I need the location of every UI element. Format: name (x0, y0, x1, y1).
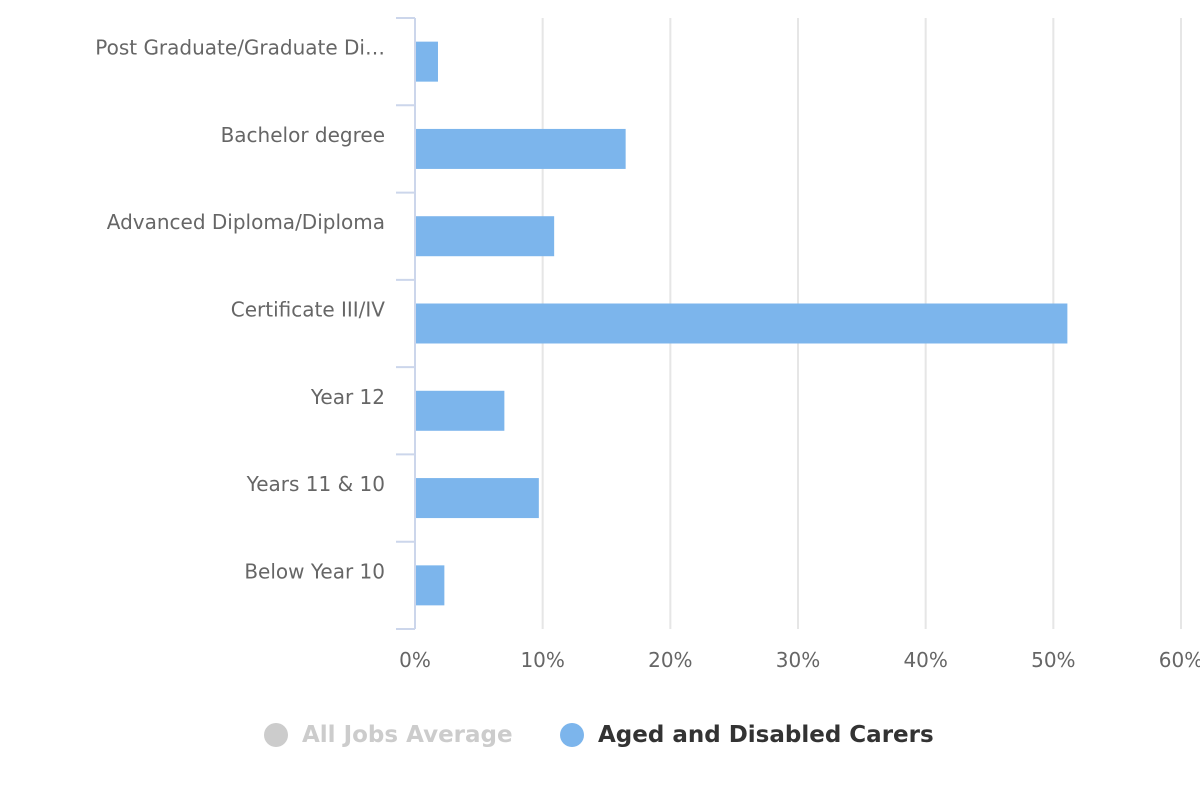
bar-series (416, 41, 1068, 606)
bar[interactable] (416, 128, 626, 169)
bar[interactable] (416, 303, 1068, 344)
category-label: Year 12 (310, 385, 385, 409)
category-label: Post Graduate/Graduate Di… (95, 36, 385, 60)
bar[interactable] (416, 390, 505, 431)
legend: All Jobs Average Aged and Disabled Carer… (0, 712, 1200, 758)
category-label: Below Year 10 (244, 559, 385, 583)
x-tick-label: 0% (399, 648, 431, 672)
category-label: Years 11 & 10 (246, 472, 385, 496)
legend-item-all-jobs-average[interactable]: All Jobs Average (264, 712, 513, 758)
legend-marker (264, 723, 288, 747)
category-label: Advanced Diploma/Diploma (107, 210, 385, 234)
legend-label: All Jobs Average (302, 722, 513, 748)
bar-chart: Post Graduate/Graduate Di… Bachelor degre… (95, 17, 1200, 672)
bar[interactable] (416, 478, 539, 519)
x-tick-label: 50% (1031, 648, 1075, 672)
x-tick-label: 40% (903, 648, 947, 672)
legend-item-aged-and-disabled-carers[interactable]: Aged and Disabled Carers (560, 712, 934, 758)
category-labels: Post Graduate/Graduate Di… Bachelor degre… (95, 36, 385, 584)
category-label: Certificate III/IV (231, 298, 386, 322)
x-tick-label: 10% (520, 648, 564, 672)
legend-marker (560, 723, 584, 747)
bar[interactable] (416, 41, 438, 82)
bar[interactable] (416, 216, 555, 257)
legend-label: Aged and Disabled Carers (598, 722, 934, 748)
x-tick-label: 30% (776, 648, 820, 672)
y-axis (396, 17, 416, 630)
x-tick-label: 60% (1159, 648, 1200, 672)
x-tick-label: 20% (648, 648, 692, 672)
category-label: Bachelor degree (221, 123, 385, 147)
bar[interactable] (416, 565, 445, 606)
x-tick-labels: 0% 10% 20% 30% 40% 50% 60% (399, 648, 1200, 672)
